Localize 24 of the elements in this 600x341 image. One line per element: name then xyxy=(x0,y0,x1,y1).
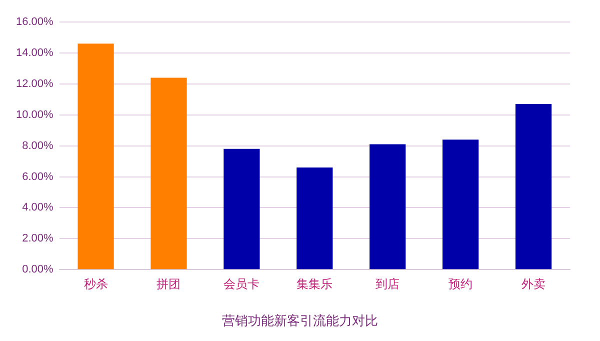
x-tick-label: 会员卡 xyxy=(224,277,260,292)
bar xyxy=(150,78,187,270)
bar xyxy=(78,44,114,270)
bar xyxy=(224,148,260,270)
y-tick-label: 12.00% xyxy=(16,78,54,90)
y-tick-label: 0.00% xyxy=(22,264,54,276)
y-tick-label: 14.00% xyxy=(16,46,54,59)
bar xyxy=(296,167,333,270)
y-tick-label: 10.00% xyxy=(16,108,54,121)
y-tick-label: 4.00% xyxy=(22,202,54,214)
x-tick-label: 到店 xyxy=(376,277,400,292)
y-tick-label: 16.00% xyxy=(16,16,54,28)
x-tick-label: 预约 xyxy=(448,277,473,292)
y-tick-label: 8.00% xyxy=(22,140,54,152)
bar xyxy=(515,104,552,270)
text: 营销功能新客引流能力对比 xyxy=(221,313,379,330)
y-tick-label: 2.00% xyxy=(22,232,54,245)
bar xyxy=(370,144,406,270)
x-tick-label: 集集乐 xyxy=(296,277,333,292)
x-tick-label: 秒杀 xyxy=(84,277,108,292)
y-tick-label: 6.00% xyxy=(22,170,54,183)
bar xyxy=(442,140,479,270)
x-tick-label: 拼团 xyxy=(156,277,181,292)
x-tick-label: 外卖 xyxy=(522,277,546,292)
